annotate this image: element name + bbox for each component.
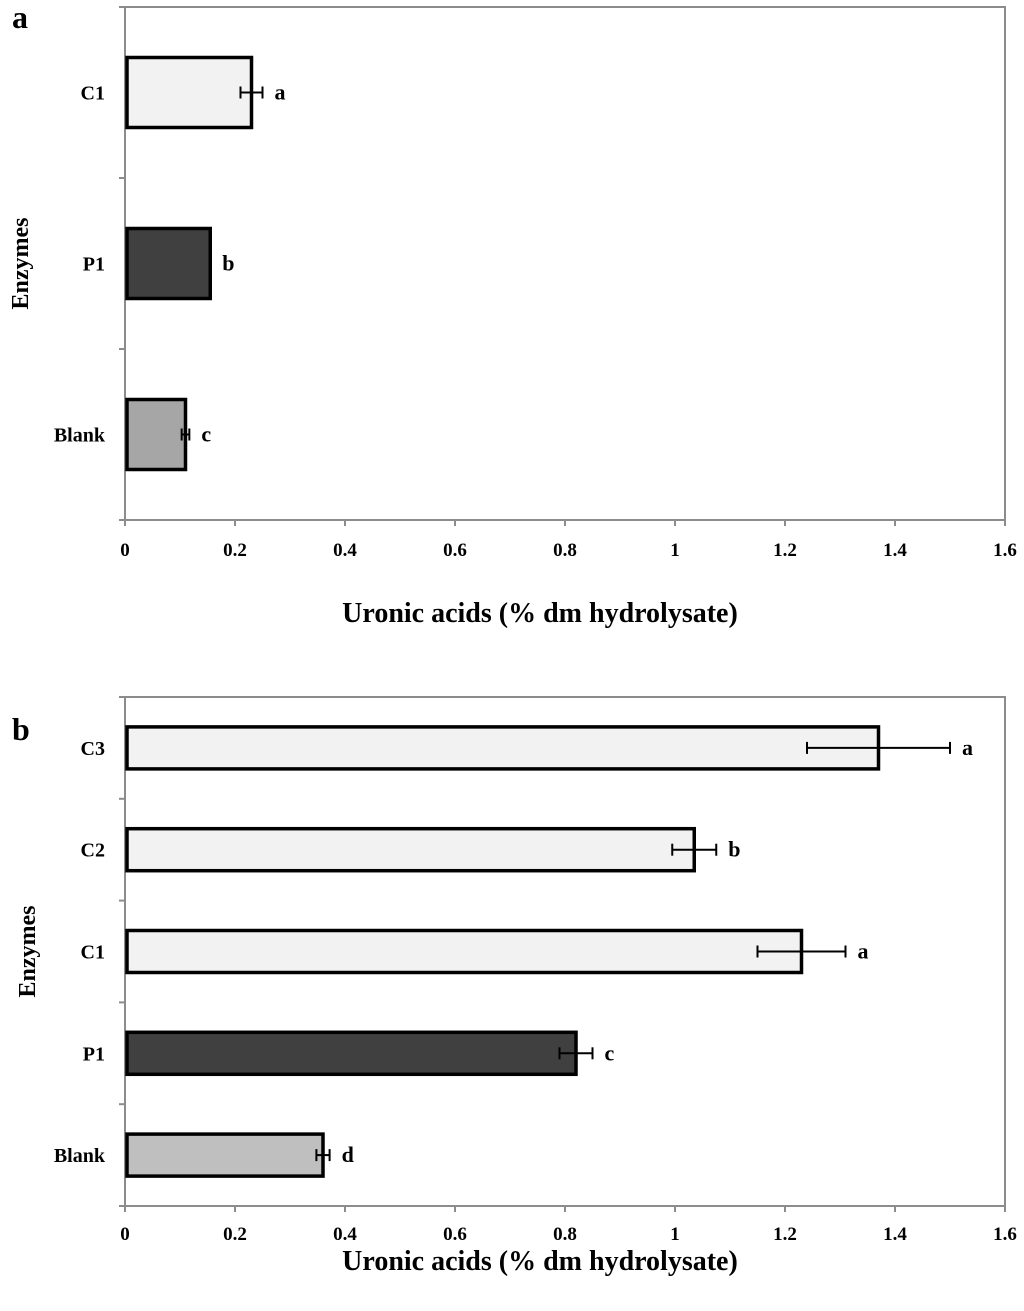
significance-label-c1: a <box>275 80 286 105</box>
x-tick-label: 0.6 <box>443 540 467 561</box>
x-tick-label: 1.4 <box>883 1224 907 1245</box>
significance-label-blank: c <box>201 422 211 447</box>
category-label-c1: C1 <box>81 942 105 964</box>
x-tick-label: 0.6 <box>443 1224 467 1245</box>
y-axis-title: Enzymes <box>15 906 41 998</box>
x-tick-label: 1.6 <box>993 1224 1017 1245</box>
plot-frame <box>124 6 1006 521</box>
category-label-p1: P1 <box>83 254 105 276</box>
y-axis-title: Enzymes <box>8 218 34 310</box>
significance-label-p1: b <box>222 251 234 276</box>
significance-label-c3: a <box>962 735 973 760</box>
bar-p1 <box>125 226 212 301</box>
category-label-c1: C1 <box>81 83 105 105</box>
x-axis-title: Uronic acids (% dm hydrolysate) <box>342 598 738 629</box>
x-tick-label: 1.6 <box>993 540 1017 561</box>
significance-label-blank: d <box>342 1142 354 1167</box>
bar-c3 <box>125 725 881 771</box>
x-tick-label: 0.8 <box>553 1224 577 1245</box>
bar-c1 <box>125 55 254 130</box>
x-tick-label: 0 <box>120 1224 130 1245</box>
x-tick-label: 1 <box>670 540 680 561</box>
x-tick-label: 1 <box>670 1224 680 1245</box>
x-tick-label: 0 <box>120 540 130 561</box>
category-label-c2: C2 <box>81 840 105 862</box>
x-tick-label: 0.4 <box>333 1224 357 1245</box>
category-label-blank: Blank <box>54 1145 106 1167</box>
x-tick-label: 1.4 <box>883 540 907 561</box>
bar-blank <box>125 397 188 472</box>
panel-letter: b <box>12 711 30 747</box>
x-tick-label: 1.2 <box>773 1224 797 1245</box>
significance-label-c1: a <box>858 939 869 964</box>
x-tick-label: 0.4 <box>333 540 357 561</box>
x-tick-label: 0.2 <box>223 540 247 561</box>
significance-label-c2: b <box>728 837 740 862</box>
significance-label-p1: c <box>605 1040 615 1065</box>
x-tick-label: 1.2 <box>773 540 797 561</box>
bar-c2 <box>125 826 696 873</box>
panel-letter: a <box>12 0 28 35</box>
bar-p1 <box>125 1030 578 1077</box>
category-label-blank: Blank <box>54 425 106 447</box>
x-tick-label: 0.8 <box>553 540 577 561</box>
bar-c1 <box>125 928 804 975</box>
chart-panel-b: b 0 0.2 0.4 0.6 0.8 1 1.2 1.4 1.6 a C3 b C2 a C1 c P1 d Bla… <box>12 696 1017 1277</box>
bar-blank <box>125 1132 325 1178</box>
chart-panel-a: a 0 0.2 0.4 0.6 0.8 1 1.2 1.4 1.6 a C1 b P1 c Blank Uron… <box>8 0 1017 629</box>
x-tick-label: 0.2 <box>223 1224 247 1245</box>
category-label-c3: C3 <box>81 738 105 760</box>
category-label-p1: P1 <box>83 1043 105 1065</box>
x-axis-title: Uronic acids (% dm hydrolysate) <box>342 1246 738 1277</box>
